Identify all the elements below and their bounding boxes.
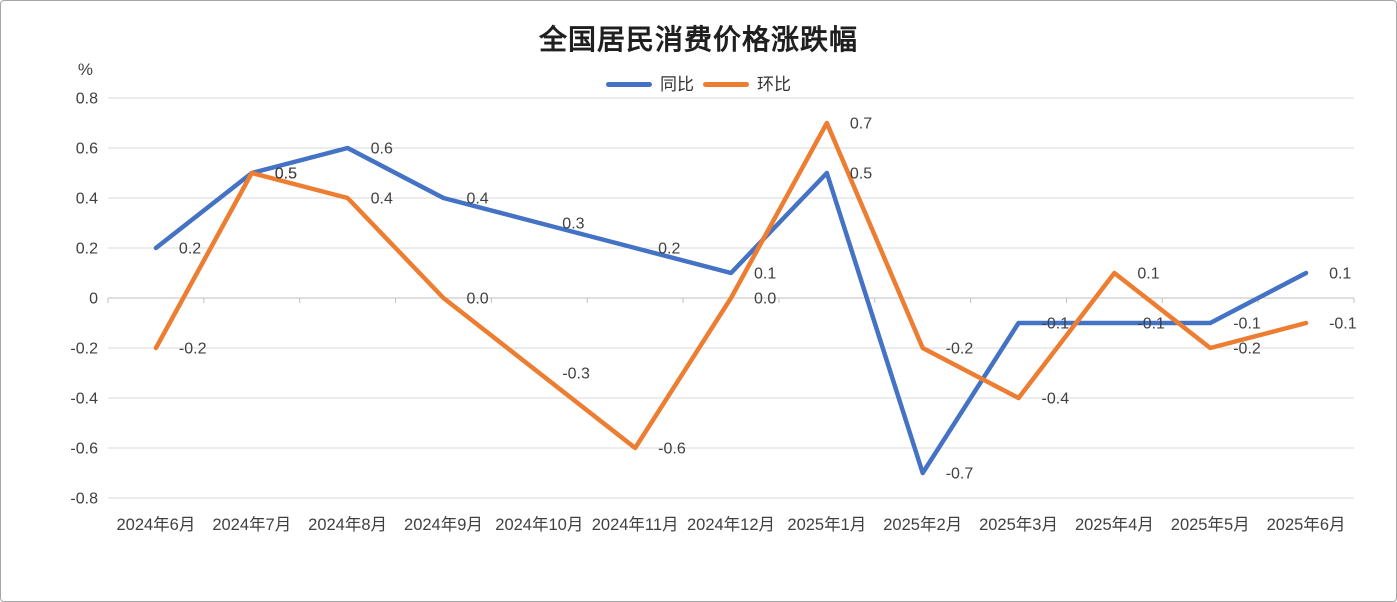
yoy-data-label: 0.5	[850, 166, 872, 183]
yoy-data-label: 0.1	[754, 266, 776, 283]
y-axis-tick-label: 0.2	[76, 241, 98, 258]
legend-label-mom: 环比	[757, 75, 791, 94]
mom-data-label: -0.2	[946, 341, 974, 358]
mom-data-label: 0.0	[754, 291, 776, 308]
x-axis-label: 2024年7月	[212, 515, 291, 534]
mom-data-label: 0.5	[275, 166, 297, 183]
yoy-data-label: 0.1	[1329, 266, 1351, 283]
x-axis-label: 2024年11月	[592, 515, 679, 534]
mom-data-label: 0.7	[850, 116, 872, 133]
series-line-yoy	[153, 145, 1309, 476]
x-axis-label: 2024年9月	[404, 515, 483, 534]
yoy-line-swatch	[606, 82, 652, 87]
yoy-data-label: -0.1	[1233, 316, 1261, 333]
legend-label-yoy: 同比	[660, 75, 694, 94]
legend-item-yoy: 同比	[606, 76, 694, 93]
mom-data-label: 0.1	[1137, 266, 1159, 283]
yoy-data-label: 0.4	[466, 191, 488, 208]
mom-line-swatch	[703, 82, 749, 87]
x-axis-label: 2024年10月	[495, 515, 583, 534]
x-axis-label: 2024年12月	[687, 515, 775, 534]
y-axis-tick-label: 0	[89, 291, 98, 308]
mom-data-label: -0.4	[1042, 391, 1070, 408]
mom-data-label: -0.3	[562, 366, 590, 383]
y-axis-unit-label: %	[78, 60, 93, 79]
y-axis-tick-label: -0.8	[70, 491, 98, 508]
yoy-data-label: 0.2	[658, 241, 680, 258]
x-axis-label: 2024年6月	[116, 515, 195, 534]
chart-legend: 同比 环比	[1, 76, 1396, 93]
mom-data-label: 0.0	[466, 291, 488, 308]
mom-data-label: -0.2	[1233, 341, 1261, 358]
x-axis-label: 2025年4月	[1075, 515, 1154, 534]
legend-item-mom: 环比	[703, 76, 791, 93]
mom-data-label: -0.6	[658, 441, 686, 458]
yoy-data-label: -0.7	[946, 466, 974, 483]
yoy-data-label: 0.2	[179, 241, 201, 258]
x-axis-label: 2025年2月	[883, 515, 962, 534]
yoy-data-label: -0.1	[1042, 316, 1070, 333]
y-axis-tick-label: -0.4	[70, 391, 98, 408]
yoy-data-label: 0.3	[562, 216, 584, 233]
x-axis-label: 2025年5月	[1171, 515, 1250, 534]
mom-data-label: -0.1	[1329, 316, 1357, 333]
mom-data-label: -0.2	[179, 341, 207, 358]
x-axis-label: 2025年3月	[979, 515, 1058, 534]
series-line-mom	[153, 120, 1309, 451]
y-axis-tick-label: -0.6	[70, 441, 98, 458]
mom-data-label: 0.4	[371, 191, 393, 208]
x-axis-label: 2024年8月	[308, 515, 387, 534]
chart-title: 全国居民消费价格涨跌幅	[538, 25, 858, 56]
x-axis-label: 2025年6月	[1267, 515, 1346, 534]
yoy-data-label: 0.5	[275, 166, 297, 183]
y-axis-tick-label: -0.2	[70, 341, 98, 358]
y-axis-tick-label: 0.6	[76, 141, 98, 158]
x-axis-label: 2025年1月	[787, 515, 866, 534]
yoy-data-label: 0.6	[371, 141, 393, 158]
y-axis-tick-label: 0.4	[76, 191, 98, 208]
yoy-data-label: -0.1	[1137, 316, 1165, 333]
y-axis-tick-label: 0.8	[76, 91, 98, 108]
